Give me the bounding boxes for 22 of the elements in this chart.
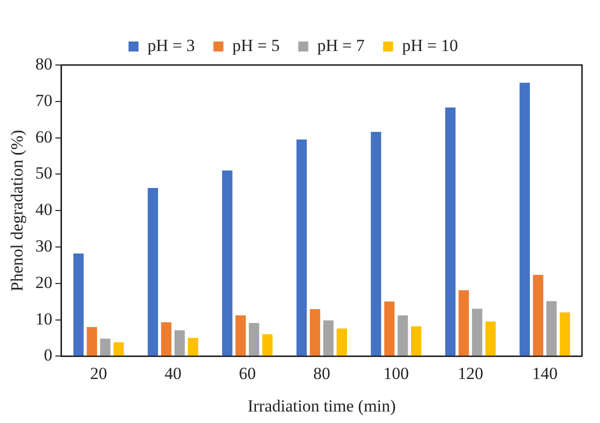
x-tick-label: 80: [313, 364, 330, 383]
x-tick-label: 100: [383, 364, 409, 383]
y-tick-label: 30: [35, 236, 52, 256]
y-tick-label: 50: [35, 164, 52, 183]
x-tick-label: 40: [164, 364, 182, 383]
legend-label: pH = 3: [148, 36, 195, 55]
y-tick-label: 40: [35, 200, 52, 220]
legend-label: pH = 7: [317, 36, 366, 55]
x-tick-label: 140: [532, 364, 558, 383]
x-tick-label: 60: [238, 364, 256, 383]
legend-label: pH = 10: [402, 36, 458, 55]
y-axis-title: Phenol degradation (%): [8, 130, 27, 292]
x-axis-title: Irradiation time (min): [248, 396, 396, 416]
y-tick-label: 10: [35, 309, 52, 328]
x-tick-label: 120: [458, 364, 484, 383]
y-tick-label: 80: [35, 54, 52, 74]
legend-label: pH = 5: [232, 36, 280, 55]
y-tick-label: 70: [35, 90, 52, 110]
x-tick-label: 20: [90, 364, 108, 383]
y-tick-label: 20: [35, 272, 52, 292]
y-tick-label: 0: [44, 346, 52, 365]
y-tick-label: 60: [35, 127, 52, 146]
